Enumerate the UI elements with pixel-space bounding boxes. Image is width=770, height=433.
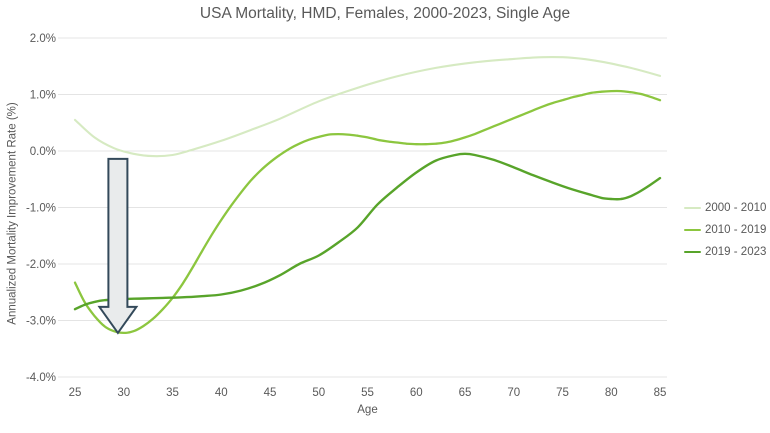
y-tick-label: 1.0% — [30, 90, 56, 102]
legend-swatch-icon — [684, 250, 701, 254]
x-tick-label: 75 — [556, 387, 569, 399]
legend: 2000 - 2010 2010 - 2019 2019 - 2023 — [684, 197, 766, 263]
legend-label: 2000 - 2010 — [705, 202, 767, 214]
y-tick-label: -1.0% — [26, 203, 56, 215]
y-tick-label: 2.0% — [30, 33, 56, 45]
y-tick-label: -4.0% — [26, 372, 56, 384]
chart-title: USA Mortality, HMD, Females, 2000-2023, … — [199, 5, 571, 22]
x-tick-label: 70 — [507, 387, 520, 399]
series-line-2000-2010 — [73, 56, 662, 158]
legend-entry-2000-2010: 2000 - 2010 — [684, 197, 766, 219]
y-tick-label: -3.0% — [26, 316, 56, 328]
x-tick-label: 85 — [654, 387, 667, 399]
x-tick-label: 60 — [410, 387, 423, 399]
y-tick-label: 0.0% — [30, 146, 56, 158]
y-axis-title: Annualized Mortality Improvement Rate (%… — [6, 102, 19, 325]
legend-entry-2019-2023: 2019 - 2023 — [684, 241, 766, 263]
x-tick-label: 65 — [459, 387, 472, 399]
x-tick-label: 80 — [605, 387, 618, 399]
x-tick-label: 30 — [117, 387, 130, 399]
x-axis-title: Age — [357, 404, 378, 416]
series-line-2019-2023 — [73, 152, 662, 311]
x-tick-label: 55 — [361, 387, 374, 399]
down-arrow-annotation — [97, 157, 139, 335]
series-line-2010-2019 — [73, 89, 662, 335]
x-tick-label: 40 — [215, 387, 228, 399]
x-tick-label: 45 — [264, 387, 277, 399]
x-tick-label: 50 — [312, 387, 325, 399]
legend-swatch-icon — [684, 206, 701, 210]
x-tick-label: 35 — [166, 387, 179, 399]
legend-entry-2010-2019: 2010 - 2019 — [684, 219, 766, 241]
legend-label: 2010 - 2019 — [705, 224, 767, 236]
x-tick-label: 25 — [69, 387, 82, 399]
legend-swatch-icon — [684, 228, 701, 232]
y-tick-label: -2.0% — [26, 259, 56, 271]
legend-label: 2019 - 2023 — [705, 246, 767, 258]
